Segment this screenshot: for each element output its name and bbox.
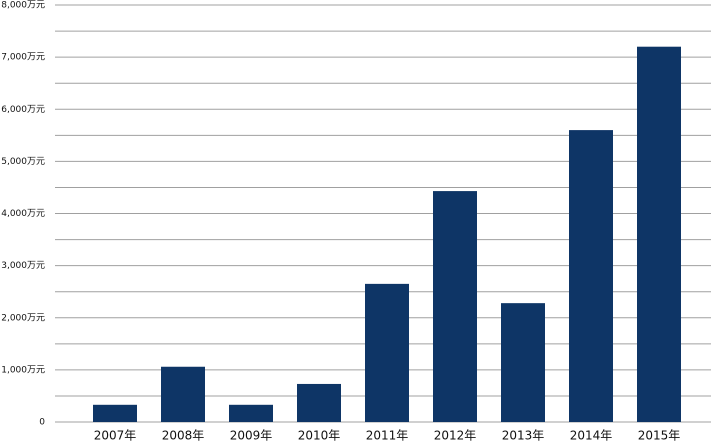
bar	[501, 303, 545, 422]
x-tick-label: 2007年	[94, 429, 137, 443]
bar	[297, 383, 341, 422]
x-tick-label: 2010年	[298, 429, 341, 443]
bar	[637, 46, 681, 422]
x-tick-label: 2012年	[434, 429, 477, 443]
x-tick-label: 2014年	[570, 429, 613, 443]
bar	[93, 404, 137, 422]
y-tick-label: 8,000万元	[1, 1, 45, 11]
y-tick-label: 3,000万元	[1, 261, 45, 271]
y-tick-label: 2,000万元	[1, 313, 45, 323]
y-tick-label: 4,000万元	[1, 209, 45, 219]
y-tick-label: 5,000万元	[1, 157, 45, 167]
x-tick-label: 2013年	[502, 429, 545, 443]
y-tick-label: 0	[39, 418, 45, 428]
y-tick-label: 1,000万元	[1, 365, 45, 375]
x-tick-label: 2011年	[366, 429, 409, 443]
bar	[161, 366, 205, 422]
bar	[433, 191, 477, 422]
bar	[569, 130, 613, 422]
x-tick-label: 2008年	[162, 429, 205, 443]
y-tick-label: 6,000万元	[1, 105, 45, 115]
bar	[365, 283, 409, 422]
x-tick-label: 2015年	[638, 429, 681, 443]
x-tick-label: 2009年	[230, 429, 273, 443]
y-tick-label: 7,000万元	[1, 53, 45, 63]
bar	[229, 404, 273, 422]
